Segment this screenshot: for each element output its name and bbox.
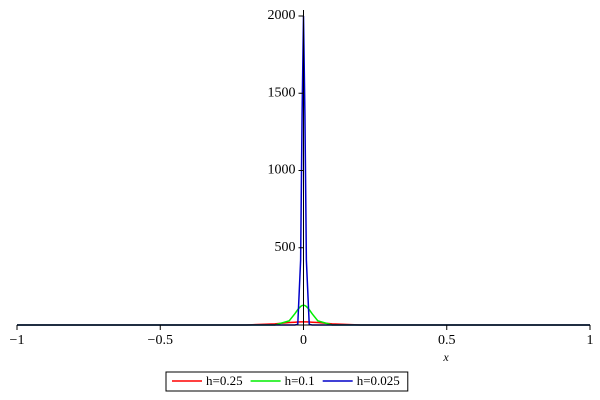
y-tick-label: 1000: [268, 163, 296, 178]
legend-label: h=0.1: [285, 373, 315, 388]
legend: h=0.25 h=0.1 h=0.025: [165, 371, 409, 392]
legend-label: h=0.25: [206, 373, 243, 388]
y-tick-label: 500: [275, 240, 296, 255]
x-tick-label: −1: [10, 333, 25, 348]
x-tick-label: 0: [300, 333, 307, 348]
y-tick-label: 1500: [268, 85, 296, 100]
y-tick-label: 2000: [268, 8, 296, 23]
x-tick-label: 1: [587, 333, 594, 348]
x-axis-label: x: [442, 350, 449, 364]
legend-label: h=0.025: [357, 373, 400, 388]
x-tick-label: 0.5: [438, 333, 456, 348]
x-tick-label: −0.5: [148, 333, 173, 348]
legend-box: [165, 371, 409, 392]
